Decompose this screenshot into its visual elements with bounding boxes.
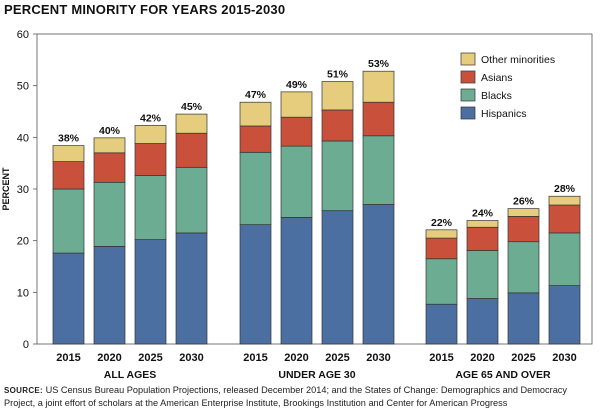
bar-total-label: 38% (58, 133, 80, 145)
bar-segment-other-minorities (507, 208, 540, 217)
legend-label: Other minorities (481, 54, 555, 66)
bar-segment-blacks (466, 250, 499, 299)
bar-total-label: 49% (286, 79, 308, 91)
bar-total-label: 26% (513, 196, 535, 208)
legend-swatch (460, 52, 476, 66)
x-tick-label: 2020 (97, 352, 121, 364)
bar-total-label: 53% (368, 58, 390, 70)
x-tick-label: 2015 (243, 352, 267, 364)
bar-segment-hispanics (466, 298, 499, 345)
bar-total-label: 45% (181, 101, 203, 113)
bar-total-label: 47% (245, 89, 267, 101)
y-tick-label: 60 (17, 29, 29, 41)
bar-segment-hispanics (52, 252, 85, 345)
bar-total-label: 40% (99, 125, 121, 137)
bar-segment-hispanics (175, 232, 208, 345)
bar-total-label: 28% (554, 183, 576, 195)
bar-segment-blacks (280, 145, 313, 218)
bar-segment-other-minorities (321, 81, 354, 111)
bar-segment-other-minorities (175, 113, 208, 134)
bar-segment-other-minorities (93, 137, 126, 154)
bar-segment-blacks (134, 175, 167, 240)
x-tick-label: 2030 (552, 352, 576, 364)
x-tick-label: 2030 (179, 352, 203, 364)
y-tick-label: 50 (17, 81, 29, 93)
y-tick-label: 0 (23, 339, 29, 351)
x-tick-label: 2030 (366, 352, 390, 364)
bar-segment-other-minorities (466, 220, 499, 228)
bar-segment-asians (239, 125, 272, 153)
bar-segment-asians (548, 204, 581, 234)
bar-segment-hispanics (239, 224, 272, 345)
bar-segment-other-minorities (280, 91, 313, 118)
bar-segment-asians (425, 237, 458, 260)
bar-segment-hispanics (93, 246, 126, 345)
legend-label: Hispanics (481, 108, 527, 120)
x-tick-label: 2020 (470, 352, 494, 364)
bar-segment-asians (321, 109, 354, 142)
bar-segment-blacks (239, 151, 272, 226)
bar-segment-other-minorities (52, 145, 85, 162)
bar-segment-asians (507, 216, 540, 243)
x-tick-label: 2025 (511, 352, 535, 364)
legend-swatch (460, 106, 476, 120)
bar-segment-blacks (175, 166, 208, 234)
group-label: AGE 65 AND OVER (455, 369, 551, 381)
x-tick-label: 2025 (325, 352, 349, 364)
bar-segment-blacks (548, 232, 581, 286)
y-tick-label: 10 (17, 287, 29, 299)
bar-segment-other-minorities (425, 229, 458, 239)
bar-segment-hispanics (321, 210, 354, 345)
bar-segment-blacks (321, 140, 354, 212)
bar-total-label: 24% (472, 208, 494, 220)
y-tick-label: 40 (17, 132, 29, 144)
bar-segment-asians (175, 132, 208, 168)
bar-segment-asians (52, 161, 85, 190)
legend-label: Asians (481, 72, 513, 84)
bar-segment-other-minorities (134, 125, 167, 144)
source-text: US Census Bureau Population Projections,… (4, 385, 567, 408)
stacked-bar-chart: 0102030405060PERCENT38%201540%202042%202… (1, 29, 593, 381)
group-label: UNDER AGE 30 (278, 369, 355, 381)
bar-segment-asians (466, 226, 499, 251)
source-label: SOURCE: (4, 386, 43, 395)
x-tick-label: 2020 (284, 352, 308, 364)
bar-total-label: 22% (431, 217, 453, 229)
bar-segment-asians (280, 116, 313, 147)
bar-total-label: 42% (140, 112, 162, 124)
bar-segment-other-minorities (239, 101, 272, 127)
bar-segment-blacks (507, 241, 540, 294)
bar-segment-other-minorities (362, 70, 395, 103)
legend-label: Blacks (481, 90, 512, 102)
x-tick-label: 2025 (138, 352, 162, 364)
bar-segment-other-minorities (548, 195, 581, 206)
bar-segment-asians (134, 143, 167, 176)
group-label: ALL AGES (104, 369, 157, 381)
bar-segment-hispanics (280, 217, 313, 345)
bar-segment-hispanics (134, 239, 167, 345)
chart-title: PERCENT MINORITY FOR YEARS 2015-2030 (4, 2, 286, 17)
bar-segment-hispanics (548, 285, 581, 345)
bar-segment-hispanics (425, 303, 458, 345)
y-axis-label: PERCENT (1, 167, 11, 211)
legend-swatch (460, 70, 476, 84)
bar-segment-blacks (52, 188, 85, 254)
bar-segment-asians (362, 101, 395, 137)
y-tick-label: 30 (17, 184, 29, 196)
bar-total-label: 51% (327, 69, 349, 81)
bar-segment-hispanics (507, 292, 540, 345)
x-tick-label: 2015 (56, 352, 80, 364)
legend-swatch (460, 88, 476, 102)
bar-segment-blacks (93, 181, 126, 247)
source-note: SOURCE: US Census Bureau Population Proj… (4, 384, 596, 410)
y-tick-label: 20 (17, 236, 29, 248)
bar-segment-blacks (362, 135, 395, 205)
bar-segment-hispanics (362, 204, 395, 345)
x-tick-label: 2015 (429, 352, 453, 364)
bar-segment-asians (93, 152, 126, 183)
bar-segment-blacks (425, 258, 458, 305)
